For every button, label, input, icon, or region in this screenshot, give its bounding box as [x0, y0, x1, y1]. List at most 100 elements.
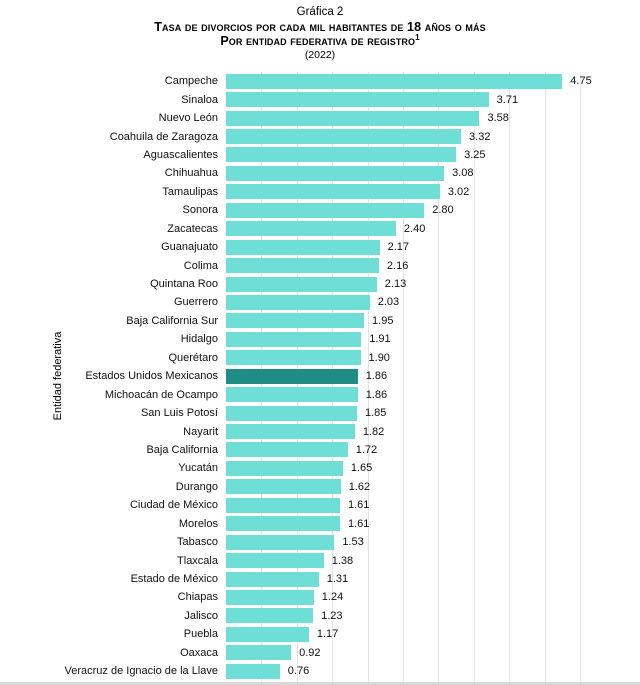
bar: [226, 129, 462, 145]
bar: [226, 294, 370, 310]
value-label: 1.91: [369, 333, 391, 346]
category-label: Guanajuato: [161, 241, 218, 254]
category-label: Yucatán: [178, 462, 218, 475]
category-label: Jalisco: [184, 609, 218, 622]
table-row: Baja California Sur 1.95: [0, 312, 592, 330]
category-label: Nayarit: [183, 425, 218, 438]
table-row: Querétaro 1.90: [0, 349, 592, 367]
bar: [226, 534, 335, 550]
category-label: Tabasco: [177, 536, 218, 549]
table-row: Chiapas 1.24: [0, 588, 592, 606]
table-row: Tlaxcala 1.38: [0, 551, 592, 569]
category-label: Veracruz de Ignacio de la Llave: [64, 665, 219, 678]
value-label: 1.85: [364, 407, 387, 420]
table-row: Guanajuato 2.17: [0, 238, 592, 256]
value-label: 1.61: [347, 499, 370, 512]
table-row: Zacatecas 2.40: [0, 220, 592, 238]
bar: [226, 424, 355, 440]
category-label: Hidalgo: [180, 333, 218, 346]
category-label: Campeche: [164, 75, 218, 88]
table-row: Nuevo León 3.58: [0, 109, 592, 127]
bar: [226, 589, 314, 605]
category-label: San Luis Potosí: [140, 407, 218, 420]
bar: [226, 497, 340, 513]
chart-year: (2022): [304, 49, 336, 61]
value-label: 0.92: [299, 646, 321, 659]
bar: [226, 663, 280, 679]
bar: [226, 350, 361, 366]
value-label: 2.03: [377, 296, 400, 309]
gridline: [473, 72, 475, 682]
table-row: Chihuahua 3.08: [0, 164, 592, 182]
graph-number: Gráfica 2: [296, 6, 344, 18]
category-label: Estado de México: [130, 573, 218, 586]
value-label: 3.71: [496, 93, 519, 106]
value-label: 1.86: [365, 370, 388, 383]
chart-title-line2-text: Por entidad federativa de registro: [220, 34, 416, 48]
bottom-edge-divider: [0, 682, 640, 685]
bar: [226, 516, 340, 532]
category-label: Durango: [175, 480, 218, 493]
table-row: Jalisco 1.23: [0, 607, 592, 625]
table-row: Oaxaca 0.92: [0, 644, 592, 662]
bar: [226, 165, 445, 181]
gridline: [438, 72, 440, 682]
value-label: 3.32: [469, 130, 491, 143]
category-label: Baja California: [146, 443, 218, 456]
table-row: Hidalgo 1.91: [0, 330, 592, 348]
table-row: Guerrero 2.03: [0, 293, 592, 311]
category-label: Quintana Roo: [150, 278, 218, 291]
table-row: Sinaloa 3.71: [0, 90, 592, 108]
bar: [226, 92, 489, 108]
table-row: Durango 1.62: [0, 478, 592, 496]
value-label: 1.90: [368, 351, 390, 364]
bar: [226, 331, 362, 347]
table-row: Tamaulipas 3.02: [0, 183, 592, 201]
value-label: 1.38: [331, 554, 354, 567]
table-row: Michoacán de Ocampo 1.86: [0, 385, 592, 403]
value-label: 1.17: [316, 628, 339, 641]
chart-title-line1: Tasa de divorcios por cada mil habitante…: [154, 20, 486, 34]
gridline: [580, 72, 581, 682]
value-label: 1.72: [355, 443, 378, 456]
chart-title-line2: Por entidad federativa de registro1: [0, 32, 640, 48]
category-label: Chihuahua: [164, 167, 218, 180]
value-label: 2.40: [403, 222, 426, 235]
table-row: Aguascalientes 3.25: [0, 146, 592, 164]
category-label: Puebla: [183, 628, 218, 641]
bar: [226, 258, 379, 274]
bar: [226, 239, 380, 255]
bar: [226, 405, 357, 421]
gridline: [367, 72, 369, 682]
bar: [226, 553, 324, 569]
category-label: Michoacán de Ocampo: [104, 388, 218, 401]
category-label: Baja California Sur: [126, 314, 218, 327]
bar: [226, 608, 314, 624]
category-label: Oaxaca: [180, 646, 218, 659]
table-row: Yucatán 1.65: [0, 459, 592, 477]
footnote-superscript: 1: [415, 32, 420, 42]
table-row: Ciudad de México 1.61: [0, 496, 592, 514]
table-row: Tabasco 1.53: [0, 533, 592, 551]
value-label: 1.31: [326, 573, 349, 586]
gridline: [403, 72, 404, 682]
table-row: Colima 2.16: [0, 256, 592, 274]
bar: [226, 73, 563, 89]
chart-header: Gráfica 2 Tasa de divorcios por cada mil…: [0, 5, 640, 62]
value-label: 3.58: [487, 112, 509, 125]
category-label: Nuevo León: [158, 112, 218, 125]
bar: [226, 460, 343, 476]
category-label: Aguascalientes: [143, 148, 218, 161]
value-label: 1.95: [372, 314, 394, 327]
bar: [226, 184, 440, 200]
value-label: 1.23: [321, 609, 343, 622]
category-label: Colima: [183, 259, 218, 272]
table-row: Campeche 4.75: [0, 72, 592, 90]
category-label: Querétaro: [168, 351, 218, 364]
bar: [226, 645, 292, 661]
value-label: 1.65: [350, 462, 373, 475]
bar-rows: Campeche 4.75 Sinaloa 3.71 Nuevo León 3.58 Coa…: [0, 72, 592, 680]
table-row: Estado de México 1.31: [0, 570, 592, 588]
category-label: Morelos: [178, 517, 218, 530]
